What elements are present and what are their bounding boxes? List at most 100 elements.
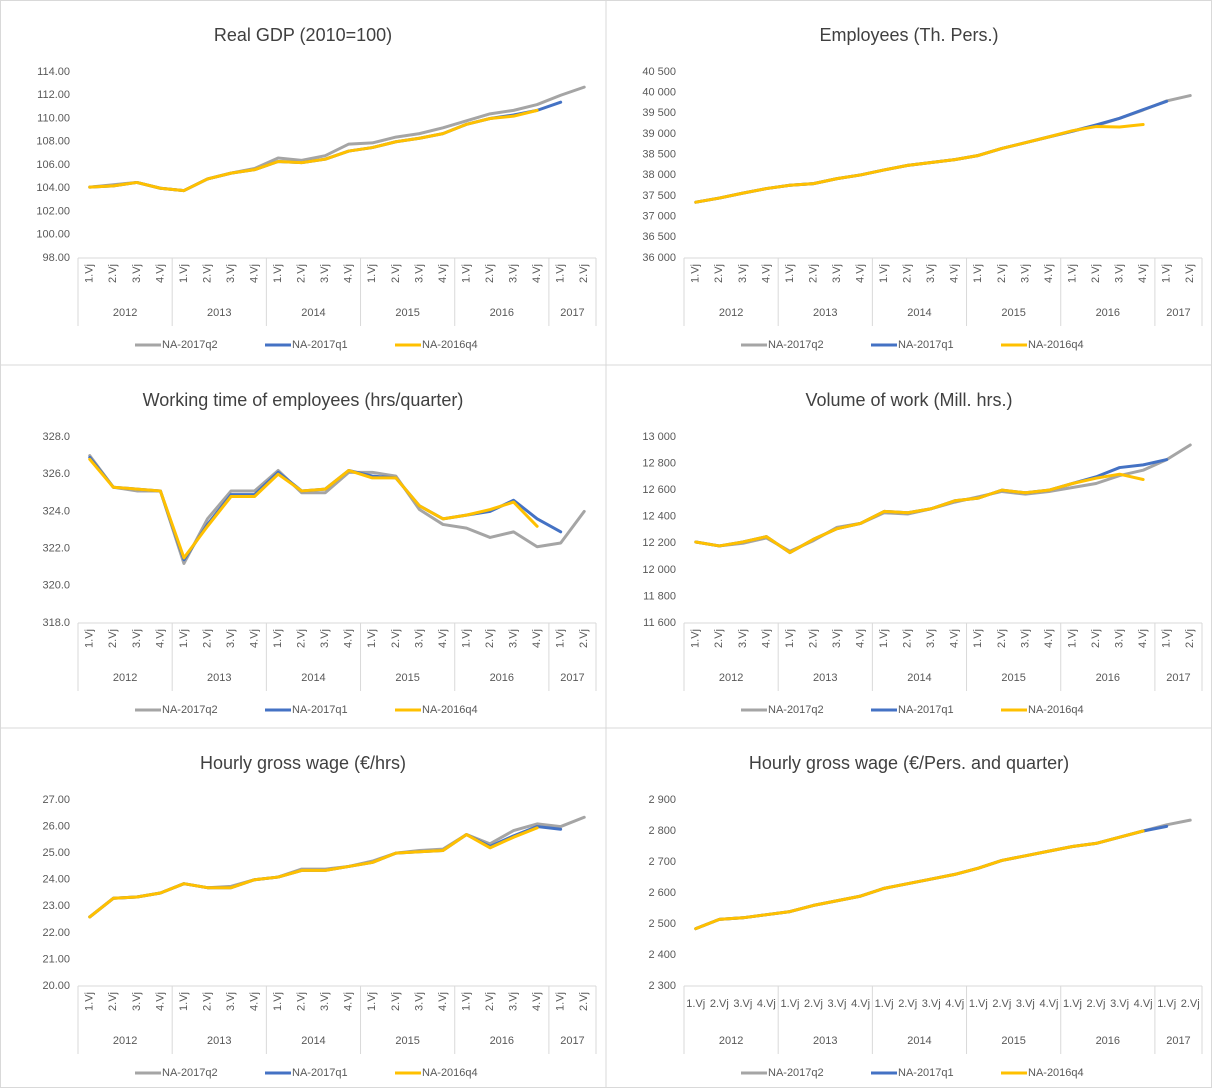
x-tick-label: 4.Vj [945, 998, 964, 1010]
x-tick-label: 3.Vj [413, 992, 425, 1011]
legend-label: NA-2017q1 [898, 704, 954, 716]
x-tick-label: 1.Vj [460, 264, 472, 283]
x-tick-label: 2.Vj [296, 629, 308, 648]
x-group-label: 2014 [907, 1035, 931, 1047]
y-tick-label: 27.00 [42, 794, 70, 806]
y-tick-label: 322.0 [42, 543, 70, 555]
legend-label: NA-2017q2 [768, 704, 824, 716]
series-line [88, 454, 586, 565]
y-tick-label: 40 000 [642, 87, 676, 99]
x-tick-label: 4.Vj [343, 629, 355, 648]
y-tick-label: 2 900 [648, 794, 676, 806]
x-tick-label: 4.Vj [154, 264, 166, 283]
x-tick-label: 3.Vj [131, 992, 143, 1011]
x-group-label: 2016 [1096, 672, 1120, 684]
x-tick-label: 4.Vj [531, 629, 543, 648]
x-tick-label: 1.Vj [84, 992, 96, 1011]
x-tick-label: 4.Vj [248, 264, 260, 283]
x-tick-label: 3.Vj [131, 264, 143, 283]
y-tick-label: 39 500 [642, 107, 676, 119]
y-tick-label: 36 000 [642, 252, 676, 264]
x-tick-label: 3.Vj [831, 629, 843, 648]
x-group-label: 2016 [490, 1035, 514, 1047]
x-group-label: 2013 [207, 307, 231, 319]
x-tick-label: 3.Vj [831, 264, 843, 283]
x-tick-label: 3.Vj [925, 629, 937, 648]
x-tick-label: 2.Vj [710, 998, 729, 1010]
series-line [694, 829, 1145, 931]
x-tick-label: 4.Vj [949, 264, 961, 283]
legend-label: NA-2017q2 [162, 704, 218, 716]
y-tick-label: 37 500 [642, 190, 676, 202]
x-group-label: 2012 [719, 1035, 743, 1047]
series-line [88, 826, 539, 919]
legend-label: NA-2017q2 [162, 339, 218, 351]
y-tick-label: 38 000 [642, 169, 676, 181]
x-tick-label: 1.Vj [690, 629, 702, 648]
x-tick-label: 1.Vj [178, 264, 190, 283]
y-tick-label: 108.00 [36, 136, 70, 148]
x-tick-label: 3.Vj [1016, 998, 1035, 1010]
x-tick-label: 2.Vj [1090, 264, 1102, 283]
x-tick-label: 4.Vj [760, 629, 772, 648]
x-tick-label: 2.Vj [996, 629, 1008, 648]
x-tick-label: 1.Vj [272, 629, 284, 648]
x-group-label: 2016 [1096, 1035, 1120, 1047]
y-tick-label: 102.00 [36, 205, 70, 217]
x-tick-label: 2.Vj [713, 629, 725, 648]
x-tick-label: 2.Vj [201, 992, 213, 1011]
legend-label: NA-2016q4 [422, 339, 478, 351]
y-tick-label: 21.00 [42, 953, 70, 965]
y-tick-label: 37 000 [642, 211, 676, 223]
y-tick-label: 12 600 [642, 484, 676, 496]
x-tick-label: 2.Vj [1087, 998, 1106, 1010]
x-tick-label: 1.Vj [784, 264, 796, 283]
y-tick-label: 110.00 [37, 112, 70, 124]
x-tick-label: 3.Vj [733, 998, 752, 1010]
x-tick-label: 1.Vj [784, 629, 796, 648]
y-tick-label: 11 600 [643, 617, 676, 629]
x-tick-label: 1.Vj [1066, 629, 1078, 648]
x-tick-label: 2.Vj [578, 629, 590, 648]
y-tick-label: 39 000 [642, 128, 676, 140]
x-group-label: 2012 [719, 307, 743, 319]
y-tick-label: 20.00 [42, 980, 70, 992]
x-tick-label: 1.Vj [272, 992, 284, 1011]
x-tick-label: 4.Vj [1137, 629, 1149, 648]
x-tick-label: 2.Vj [902, 629, 914, 648]
x-group-label: 2015 [395, 1035, 419, 1047]
x-tick-label: 4.Vj [854, 264, 866, 283]
x-tick-label: 4.Vj [437, 264, 449, 283]
series-line [88, 108, 539, 193]
x-tick-label: 3.Vj [1113, 264, 1125, 283]
x-tick-label: 2.Vj [107, 629, 119, 648]
x-tick-label: 3.Vj [925, 264, 937, 283]
x-tick-label: 1.Vj [1161, 629, 1173, 648]
x-tick-label: 2.Vj [578, 992, 590, 1011]
series-line [694, 122, 1145, 204]
x-tick-label: 1.Vj [272, 264, 284, 283]
x-tick-label: 1.Vj [878, 629, 890, 648]
x-tick-label: 2.Vj [1184, 264, 1196, 283]
x-tick-label: 1.Vj [366, 629, 378, 648]
series-line [694, 472, 1145, 555]
x-tick-label: 3.Vj [1110, 998, 1129, 1010]
x-tick-label: 2.Vj [1090, 629, 1102, 648]
x-tick-label: 3.Vj [225, 264, 237, 283]
x-tick-label: 1.Vj [460, 629, 472, 648]
x-tick-label: 2.Vj [484, 264, 496, 283]
x-group-label: 2015 [395, 307, 419, 319]
x-tick-label: 4.Vj [949, 629, 961, 648]
chart-title: Hourly gross wage (€/hrs) [200, 753, 406, 773]
x-tick-label: 3.Vj [225, 992, 237, 1011]
x-tick-label: 1.Vj [875, 998, 894, 1010]
x-tick-label: 1.Vj [178, 629, 190, 648]
x-group-label: 2012 [719, 672, 743, 684]
x-tick-label: 2.Vj [107, 992, 119, 1011]
x-group-label: 2013 [813, 1035, 837, 1047]
x-tick-label: 4.Vj [437, 992, 449, 1011]
y-tick-label: 114.00 [37, 66, 70, 78]
series-line [694, 443, 1192, 553]
x-tick-label: 1.Vj [366, 264, 378, 283]
x-tick-label: 4.Vj [343, 992, 355, 1011]
